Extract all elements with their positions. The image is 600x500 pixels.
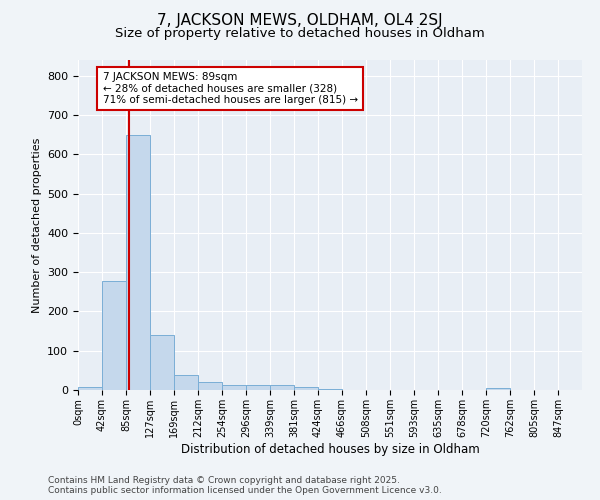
Text: 7 JACKSON MEWS: 89sqm
← 28% of detached houses are smaller (328)
71% of semi-det: 7 JACKSON MEWS: 89sqm ← 28% of detached … <box>103 72 358 105</box>
Bar <box>222 385 246 390</box>
Text: Size of property relative to detached houses in Oldham: Size of property relative to detached ho… <box>115 28 485 40</box>
Bar <box>246 385 270 390</box>
Bar <box>486 388 510 390</box>
Bar <box>270 386 294 390</box>
Bar <box>294 387 318 390</box>
Bar <box>174 375 198 390</box>
Bar <box>78 387 102 390</box>
Bar <box>102 281 126 390</box>
Text: Contains HM Land Registry data © Crown copyright and database right 2025.
Contai: Contains HM Land Registry data © Crown c… <box>48 476 442 495</box>
Text: 7, JACKSON MEWS, OLDHAM, OL4 2SJ: 7, JACKSON MEWS, OLDHAM, OL4 2SJ <box>157 12 443 28</box>
Bar <box>198 382 222 390</box>
Bar <box>126 136 150 390</box>
Bar <box>318 389 342 390</box>
Bar <box>150 335 174 390</box>
Y-axis label: Number of detached properties: Number of detached properties <box>32 138 41 312</box>
X-axis label: Distribution of detached houses by size in Oldham: Distribution of detached houses by size … <box>181 442 479 456</box>
